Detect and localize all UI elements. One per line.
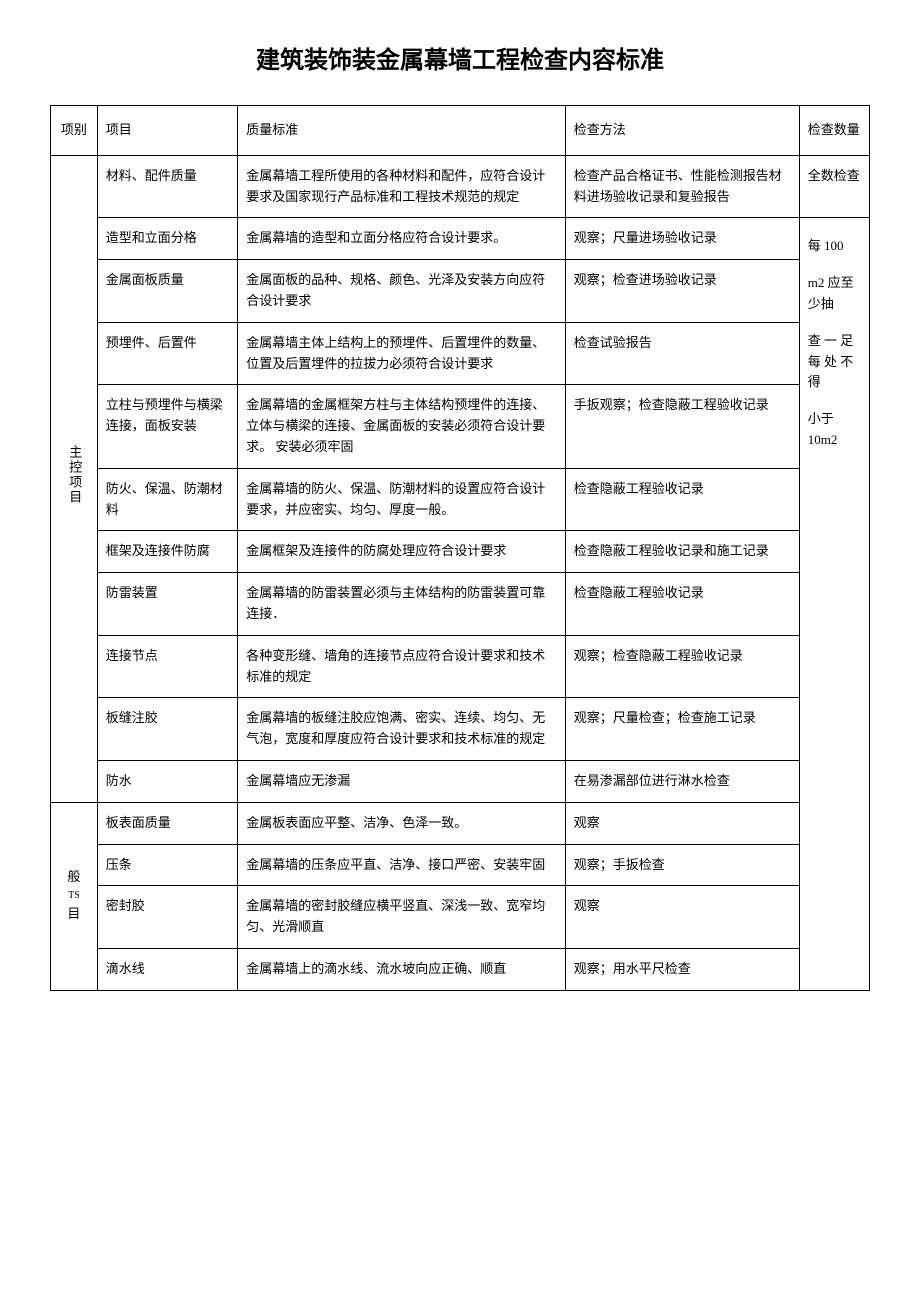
cell-standard: 金属板表面应平整、洁净、色泽一致。 [238,802,566,844]
category-general: 般 TS 目 [51,802,98,990]
cell-standard: 金属幕墙的造型和立面分格应符合设计要求。 [238,218,566,260]
table-row: 框架及连接件防腐 金属框架及连接件的防腐处理应符合设计要求 检查隐蔽工程验收记录… [51,531,870,573]
table-row: 金属面板质量 金属面板的品种、规格、颜色、光泽及安装方向应符合设计要求 观察；检… [51,260,870,323]
category-main-label: 主控项目 [64,445,85,505]
cell-item: 滴水线 [97,948,237,990]
cell-method: 在易渗漏部位进行淋水检查 [565,760,799,802]
cell-method: 观察 [565,886,799,949]
cell-item: 造型和立面分格 [97,218,237,260]
qty-seg3: 查 一 足每 处 不得 [808,323,861,401]
cell-standard: 金属幕墙的压条应平直、洁净、接口严密、安装牢固 [238,844,566,886]
table-row: 主控项目 材料、配件质量 金属幕墙工程所使用的各种材料和配件，应符合设计要求及国… [51,155,870,218]
cell-method: 观察；用水平尺检查 [565,948,799,990]
cell-item: 防水 [97,760,237,802]
cell-method: 手扳观察；检查隐蔽工程验收记录 [565,385,799,468]
cell-standard: 金属幕墙主体上结构上的预埋件、后置埋件的数量、位置及后置埋件的拉拔力必须符合设计… [238,322,566,385]
cell-item: 防雷装置 [97,573,237,636]
cell-quantity: 全数检查 [799,155,869,218]
cell-method: 检查试验报告 [565,322,799,385]
qty-seg2: m2 应至少抽 [808,265,861,323]
cell-method: 检查产品合格证书、性能检测报告材料进场验收记录和复验报告 [565,155,799,218]
cell-item: 材料、配件质量 [97,155,237,218]
header-item: 项目 [97,106,237,156]
table-row: 立柱与预埋件与横梁连接，面板安装 金属幕墙的金属框架方柱与主体结构预埋件的连接、… [51,385,870,468]
cell-item: 预埋件、后置件 [97,322,237,385]
page-title: 建筑装饰装金属幕墙工程检查内容标准 [50,40,870,75]
cell-item: 板缝注胶 [97,698,237,761]
header-method: 检查方法 [565,106,799,156]
table-row: 密封胶 金属幕墙的密封胶缝应横平竖直、深浅一致、宽窄均匀、光滑顺直 观察 [51,886,870,949]
cell-method: 观察；检查进场验收记录 [565,260,799,323]
qty-seg1: 每 100 [808,228,861,265]
table-row: 防水 金属幕墙应无渗漏 在易渗漏部位进行淋水检查 [51,760,870,802]
cell-method: 观察；检查隐蔽工程验收记录 [565,635,799,698]
cell-method: 检查隐蔽工程验收记录和施工记录 [565,531,799,573]
cell-standard: 金属面板的品种、规格、颜色、光泽及安装方向应符合设计要求 [238,260,566,323]
table-row: 滴水线 金属幕墙上的滴水线、流水坡向应正确、顺直 观察；用水平尺检查 [51,948,870,990]
table-header-row: 项别 项目 质量标准 检查方法 检查数量 [51,106,870,156]
cell-method: 观察；尺量进场验收记录 [565,218,799,260]
cell-standard: 金属幕墙工程所使用的各种材料和配件，应符合设计要求及国家现行产品标准和工程技术规… [238,155,566,218]
qty-seg4: 小于10m2 [808,401,861,459]
cell-method: 检查隐蔽工程验收记录 [565,468,799,531]
category-general-line3: 目 [59,904,89,925]
cell-item: 密封胶 [97,886,237,949]
cell-item: 连接节点 [97,635,237,698]
cell-standard: 金属框架及连接件的防腐处理应符合设计要求 [238,531,566,573]
header-standard: 质量标准 [238,106,566,156]
category-general-line1: 般 [59,867,89,888]
cell-method: 观察 [565,802,799,844]
cell-standard: 金属幕墙的金属框架方柱与主体结构预埋件的连接、立体与横梁的连接、金属面板的安装必… [238,385,566,468]
cell-item: 板表面质量 [97,802,237,844]
cell-standard: 金属幕墙应无渗漏 [238,760,566,802]
inspection-table: 项别 项目 质量标准 检查方法 检查数量 主控项目 材料、配件质量 金属幕墙工程… [50,105,870,991]
cell-method: 观察；手扳检查 [565,844,799,886]
category-main: 主控项目 [51,155,98,802]
cell-method: 观察；尺量检查；检查施工记录 [565,698,799,761]
cell-item: 防火、保温、防潮材料 [97,468,237,531]
cell-standard: 金属幕墙上的滴水线、流水坡向应正确、顺直 [238,948,566,990]
cell-standard: 金属幕墙的防雷装置必须与主体结构的防雷装置可靠连接． [238,573,566,636]
header-quantity: 检查数量 [799,106,869,156]
table-row: 造型和立面分格 金属幕墙的造型和立面分格应符合设计要求。 观察；尺量进场验收记录… [51,218,870,260]
cell-item: 立柱与预埋件与横梁连接，面板安装 [97,385,237,468]
cell-method: 检查隐蔽工程验收记录 [565,573,799,636]
cell-standard: 金属幕墙的密封胶缝应横平竖直、深浅一致、宽窄均匀、光滑顺直 [238,886,566,949]
category-general-line2: TS [59,888,89,904]
table-row: 预埋件、后置件 金属幕墙主体上结构上的预埋件、后置埋件的数量、位置及后置埋件的拉… [51,322,870,385]
cell-item: 框架及连接件防腐 [97,531,237,573]
cell-standard: 金属幕墙的防火、保温、防潮材料的设置应符合设计要求，并应密实、均匀、厚度一般。 [238,468,566,531]
header-category: 项别 [51,106,98,156]
cell-quantity-merged: 每 100 m2 应至少抽 查 一 足每 处 不得 小于10m2 [799,218,869,990]
table-row: 般 TS 目 板表面质量 金属板表面应平整、洁净、色泽一致。 观察 [51,802,870,844]
table-row: 压条 金属幕墙的压条应平直、洁净、接口严密、安装牢固 观察；手扳检查 [51,844,870,886]
cell-item: 压条 [97,844,237,886]
table-row: 防雷装置 金属幕墙的防雷装置必须与主体结构的防雷装置可靠连接． 检查隐蔽工程验收… [51,573,870,636]
table-row: 连接节点 各种变形缝、墙角的连接节点应符合设计要求和技术标准的规定 观察；检查隐… [51,635,870,698]
cell-standard: 各种变形缝、墙角的连接节点应符合设计要求和技术标准的规定 [238,635,566,698]
table-row: 防火、保温、防潮材料 金属幕墙的防火、保温、防潮材料的设置应符合设计要求，并应密… [51,468,870,531]
cell-item: 金属面板质量 [97,260,237,323]
table-row: 板缝注胶 金属幕墙的板缝注胶应饱满、密实、连续、均匀、无气泡，宽度和厚度应符合设… [51,698,870,761]
cell-standard: 金属幕墙的板缝注胶应饱满、密实、连续、均匀、无气泡，宽度和厚度应符合设计要求和技… [238,698,566,761]
